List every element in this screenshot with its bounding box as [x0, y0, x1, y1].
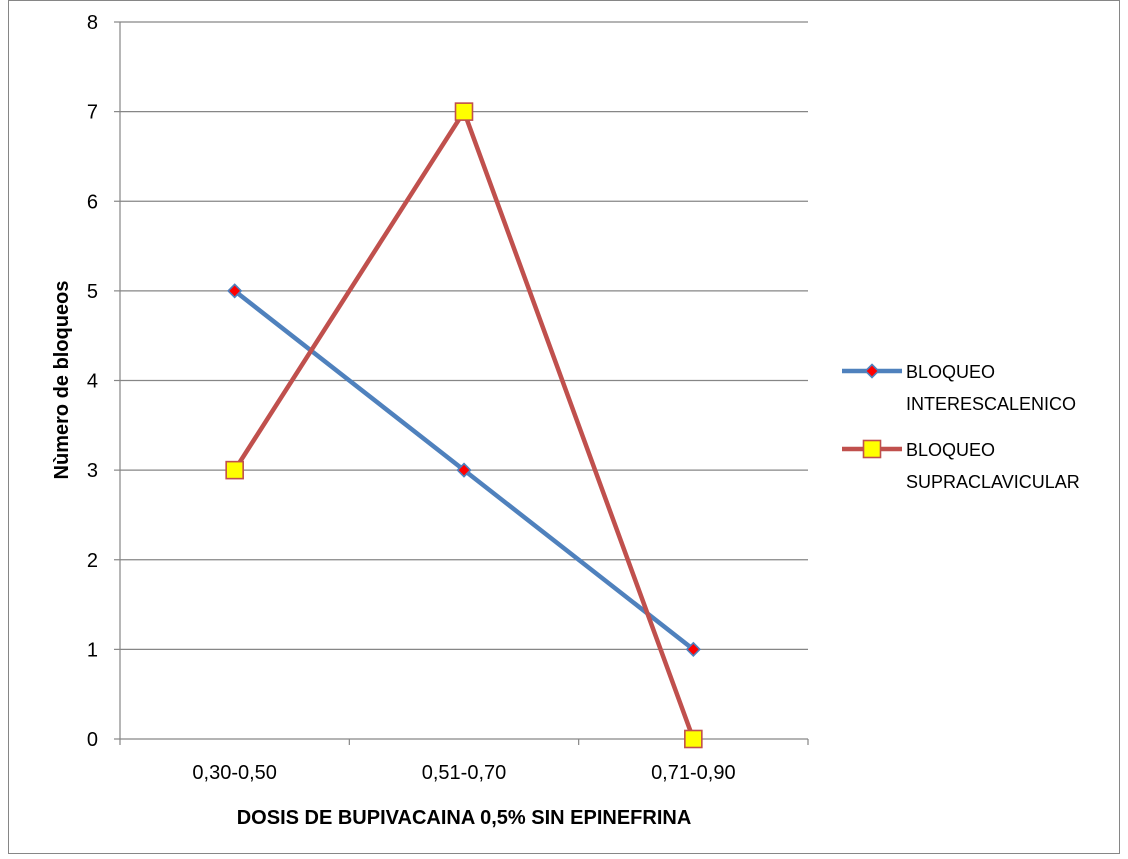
legend-label-1-line-0: BLOQUEO — [906, 440, 995, 460]
gridlines — [114, 21, 809, 745]
legend-marker-0 — [864, 363, 880, 379]
x-tick-label-0: 0,30-0,50 — [192, 762, 277, 784]
chart-border — [8, 0, 1120, 854]
y-tick-label-0: 0 — [87, 729, 98, 751]
series-1 — [225, 102, 703, 749]
x-tick-label-1: 0,51-0,70 — [422, 762, 507, 784]
x-tick-labels: 0,30-0,50 0,51-0,70 0,71-0,90 — [192, 762, 735, 784]
series-0-point-0 — [227, 283, 243, 299]
y-tick-label-8: 8 — [87, 12, 98, 34]
y-tick-label-1: 1 — [87, 639, 98, 661]
y-axis-title: Nùmero de bloqueos — [51, 281, 73, 480]
series-1-point-0 — [225, 460, 244, 480]
y-tick-label-2: 2 — [87, 550, 98, 572]
series-0-point-1 — [456, 462, 472, 478]
series-1-point-1 — [454, 102, 474, 121]
y-tick-label-4: 4 — [87, 371, 98, 393]
series-1-line — [232, 109, 696, 740]
y-tick-labels: 0 1 2 3 4 5 6 7 8 — [87, 12, 98, 751]
x-axis-title: DOSIS DE BUPIVACAINA 0,5% SIN EPINEFRINA — [237, 807, 692, 829]
legend-marker-1 — [862, 439, 882, 459]
legend-label-1-line-1: SUPRACLAVICULAR — [906, 472, 1080, 492]
series-layer — [225, 102, 703, 749]
x-tick-label-2: 0,71-0,90 — [651, 762, 736, 784]
series-0-point-2 — [685, 641, 701, 658]
y-tick-label-7: 7 — [87, 102, 98, 124]
legend-label-0-line-1: INTERESCALENICO — [906, 394, 1076, 414]
series-1-point-2 — [684, 729, 703, 749]
legend: BLOQUEO INTERESCALENICO BLOQUEO SUPRACLAVIC… — [842, 362, 1080, 492]
y-tick-label-5: 5 — [87, 281, 98, 303]
y-tick-label-3: 3 — [87, 460, 98, 482]
y-tick-label-6: 6 — [87, 191, 98, 213]
legend-label-0-line-0: BLOQUEO — [906, 362, 995, 382]
legend-label-0: BLOQUEO INTERESCALENICO — [906, 362, 1076, 414]
legend-label-1: BLOQUEO SUPRACLAVICULAR — [906, 440, 1080, 492]
